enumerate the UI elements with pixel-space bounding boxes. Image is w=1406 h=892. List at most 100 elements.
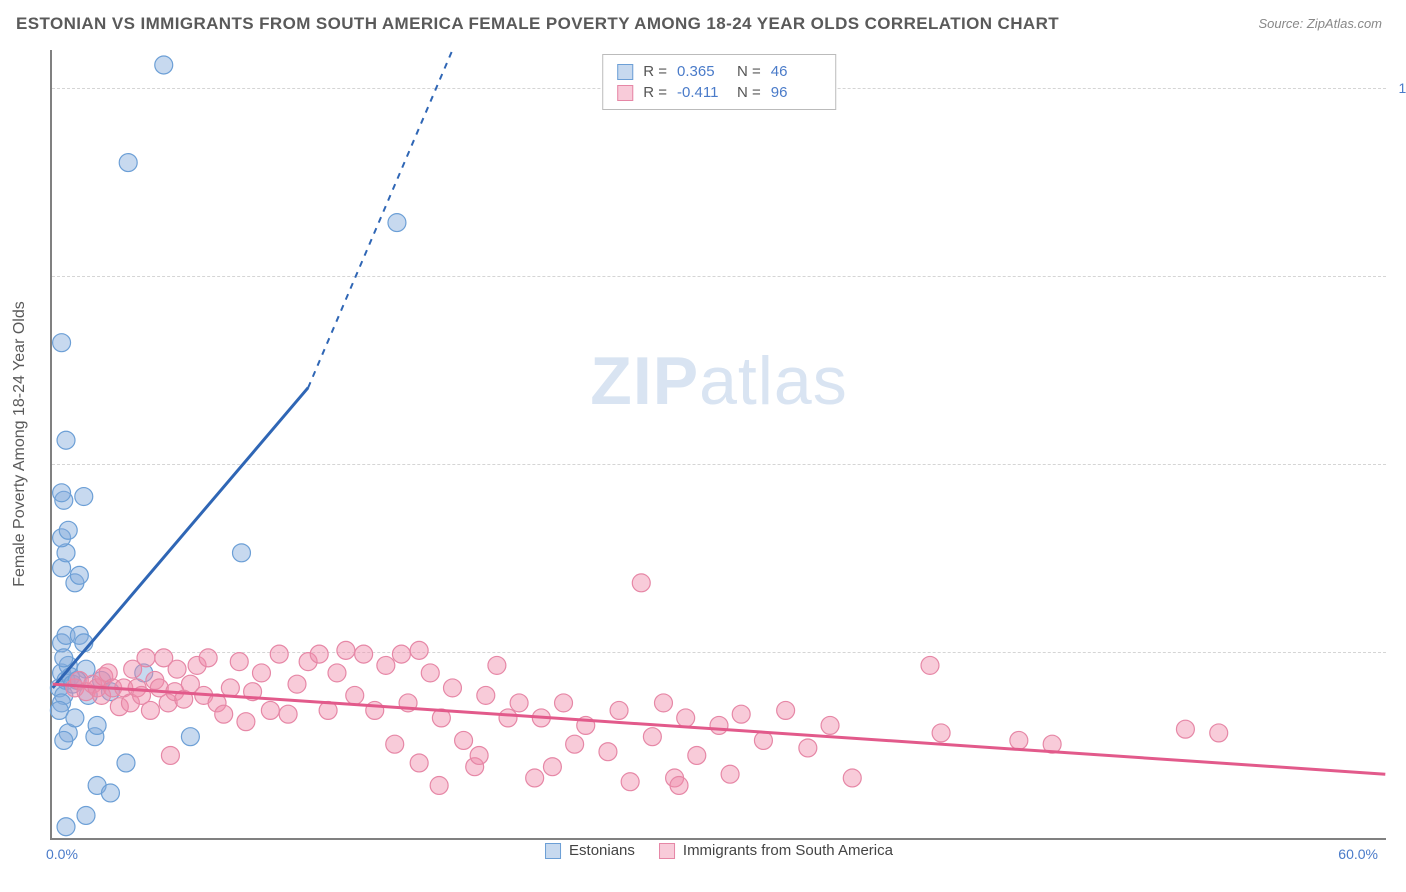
data-point xyxy=(388,214,406,232)
data-point xyxy=(510,694,528,712)
legend-series-label: Immigrants from South America xyxy=(683,842,893,859)
plot-area: ZIPatlas 25.0%50.0%75.0%100.0% Female Po… xyxy=(50,50,1386,840)
stat-r-label: R = xyxy=(643,84,667,101)
data-point xyxy=(70,566,88,584)
data-point xyxy=(443,679,461,697)
data-point xyxy=(430,776,448,794)
legend-swatch xyxy=(617,64,633,80)
x-tick-max: 60.0% xyxy=(1338,846,1378,862)
data-point xyxy=(77,807,95,825)
data-point xyxy=(237,713,255,731)
data-point xyxy=(57,818,75,836)
legend-series-item: Immigrants from South America xyxy=(659,842,893,859)
legend-series: Estonians Immigrants from South America xyxy=(545,842,893,859)
data-point xyxy=(421,664,439,682)
scatter-svg xyxy=(52,50,1386,838)
legend-stats-box: R =0.365N =46R =-0.411N =96 xyxy=(602,54,836,110)
data-point xyxy=(337,641,355,659)
data-point xyxy=(141,701,159,719)
data-point xyxy=(386,735,404,753)
stat-r-label: R = xyxy=(643,63,667,80)
stat-n-label: N = xyxy=(737,84,761,101)
data-point xyxy=(555,694,573,712)
y-tick-label: 25.0% xyxy=(1392,644,1406,660)
data-point xyxy=(499,709,517,727)
data-point xyxy=(632,574,650,592)
data-point xyxy=(799,739,817,757)
data-point xyxy=(932,724,950,742)
data-point xyxy=(643,728,661,746)
data-point xyxy=(101,784,119,802)
data-point xyxy=(199,649,217,667)
data-point xyxy=(654,694,672,712)
data-point xyxy=(1210,724,1228,742)
data-point xyxy=(233,544,251,562)
data-point xyxy=(270,645,288,663)
data-point xyxy=(288,675,306,693)
data-point xyxy=(777,701,795,719)
legend-series-item: Estonians xyxy=(545,842,635,859)
data-point xyxy=(355,645,373,663)
data-point xyxy=(119,154,137,172)
data-point xyxy=(346,686,364,704)
data-point xyxy=(710,716,728,734)
data-point xyxy=(53,334,71,352)
data-point xyxy=(55,731,73,749)
data-point xyxy=(137,649,155,667)
source-attribution: Source: ZipAtlas.com xyxy=(1258,16,1382,31)
data-point xyxy=(566,735,584,753)
data-point xyxy=(488,656,506,674)
y-tick-label: 50.0% xyxy=(1392,456,1406,472)
data-point xyxy=(168,660,186,678)
data-point xyxy=(328,664,346,682)
data-point xyxy=(732,705,750,723)
data-point xyxy=(117,754,135,772)
data-point xyxy=(221,679,239,697)
data-point xyxy=(55,649,73,667)
legend-stat-row: R = -0.411 N = 96 xyxy=(617,82,821,103)
stat-r-value: -0.411 xyxy=(677,84,727,101)
data-point xyxy=(392,645,410,663)
data-point xyxy=(599,743,617,761)
data-point xyxy=(279,705,297,723)
data-point xyxy=(215,705,233,723)
data-point xyxy=(543,758,561,776)
data-point xyxy=(621,773,639,791)
trend-line-dashed xyxy=(308,50,452,388)
data-point xyxy=(181,728,199,746)
data-point xyxy=(66,709,84,727)
data-point xyxy=(677,709,695,727)
legend-swatch xyxy=(659,843,675,859)
data-point xyxy=(470,746,488,764)
x-tick-min: 0.0% xyxy=(46,846,78,862)
data-point xyxy=(261,701,279,719)
data-point xyxy=(1176,720,1194,738)
data-point xyxy=(670,776,688,794)
legend-swatch xyxy=(545,843,561,859)
data-point xyxy=(1010,731,1028,749)
data-point xyxy=(821,716,839,734)
data-point xyxy=(310,645,328,663)
data-point xyxy=(921,656,939,674)
legend-swatch xyxy=(617,85,633,101)
data-point xyxy=(410,754,428,772)
data-point xyxy=(53,484,71,502)
legend-stat-row: R =0.365N =46 xyxy=(617,61,821,82)
data-point xyxy=(88,716,106,734)
data-point xyxy=(477,686,495,704)
stat-n-value: 96 xyxy=(771,84,821,101)
stat-n-value: 46 xyxy=(771,63,821,80)
data-point xyxy=(721,765,739,783)
data-point xyxy=(688,746,706,764)
stat-n-label: N = xyxy=(737,63,761,80)
trend-line xyxy=(53,388,308,688)
data-point xyxy=(75,488,93,506)
data-point xyxy=(155,56,173,74)
data-point xyxy=(526,769,544,787)
data-point xyxy=(843,769,861,787)
data-point xyxy=(161,746,179,764)
data-point xyxy=(252,664,270,682)
y-tick-label: 75.0% xyxy=(1392,268,1406,284)
data-point xyxy=(410,641,428,659)
data-point xyxy=(455,731,473,749)
